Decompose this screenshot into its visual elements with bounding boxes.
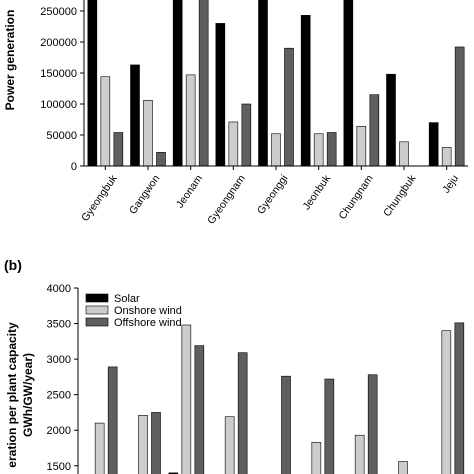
legend-label-solar: Solar (114, 293, 140, 305)
y-tick-label: 50000 (46, 130, 77, 142)
panel-b-chart: 1500 2000 2500 3000 3500 4000 eration per plan… (4, 257, 465, 474)
panel-label: (b) (4, 257, 22, 273)
bar-solar-gyeongnam (215, 23, 226, 167)
y-tick-label: 100000 (40, 99, 77, 111)
bar-offshore-jeonbuk (326, 132, 337, 167)
bar-solar-gangwon (130, 64, 140, 167)
legend-swatch-solar (85, 293, 109, 303)
y-axis-label: Power generation (3, 10, 17, 111)
bar-solar-chungnam (343, 0, 354, 167)
bar-offshore-gangwon (151, 412, 161, 474)
legend-label-offshore: Offshore wind (114, 317, 182, 329)
bar-solar-chungbuk (386, 73, 396, 167)
bar-onshore-gyeongnam (228, 121, 239, 167)
bar-offshore-gyeongbuk (107, 366, 118, 474)
bar-onshore-jeonam (185, 74, 196, 167)
bar-offshore-gyeonggi (281, 375, 291, 474)
y-axis-label: eration per plant capacity (5, 322, 19, 468)
bar-offshore-jeju (454, 46, 465, 167)
bar-onshore-jeonbuk (313, 133, 324, 167)
y-tick-label: 200000 (40, 37, 77, 49)
bar-offshore-gyeongnam (241, 103, 252, 167)
bar-solar-gyeonggi (258, 0, 268, 167)
bar-offshore-chungnam (367, 374, 378, 474)
bar-solar-jeonam (172, 0, 183, 167)
bar-offshore-jeonbuk (324, 378, 335, 474)
bar-onshore-chungbuk (398, 461, 408, 474)
bar-offshore-jeonam (198, 0, 209, 167)
bar-offshore-gangwon (156, 152, 166, 167)
bar-onshore-chungnam (356, 126, 367, 167)
bar-onshore-jeju (441, 330, 452, 474)
bar-offshore-chungnam (369, 94, 380, 167)
bar-onshore-gyeongbuk (94, 422, 105, 474)
legend-label-onshore: Onshore wind (114, 305, 182, 317)
bar-onshore-gyeonggi (271, 133, 281, 167)
x-category-label-chungbuk: Chungbuk (381, 172, 419, 219)
bar-onshore-gangwon (138, 414, 148, 474)
x-category-label-gyeonggi: Gyeonggi (255, 173, 291, 217)
y-tick-label: 2000 (47, 425, 71, 437)
y-tick-label: 250000 (40, 6, 77, 18)
bar-offshore-gyeongbuk (113, 132, 124, 167)
x-category-label-gyeongbuk: Gyeongbuk (79, 172, 120, 223)
x-category-label-chungnam: Chungnam (336, 173, 375, 222)
y-tick-label: 3500 (47, 319, 71, 331)
bar-onshore-chungnam (354, 434, 365, 474)
bar-solar-jeonbuk (300, 15, 311, 167)
bar-onshore-jeju (441, 147, 452, 167)
x-category-label-jeonam: Jeonam (174, 173, 205, 211)
y-tick-label: 2500 (47, 390, 71, 402)
bar-offshore-gyeonggi (284, 47, 294, 167)
y-tick-label: 4000 (47, 283, 71, 295)
x-category-label-gyeongnam: Gyeongnam (205, 173, 248, 227)
bar-onshore-jeonbuk (311, 442, 322, 474)
bar-onshore-jeonam (181, 324, 192, 474)
bar-offshore-jeju (454, 322, 465, 474)
bar-solar-jeonam (168, 472, 179, 474)
x-category-label-gangwon: Gangwon (127, 173, 163, 217)
bar-offshore-jeonam (194, 345, 205, 474)
legend-swatch-onshore (85, 305, 109, 315)
bar-solar-jeju (428, 122, 439, 167)
y-tick-label: 150000 (40, 68, 77, 80)
bar-onshore-gyeongbuk (100, 76, 111, 167)
y-axis-label-line2: GWh/GW/year) (21, 353, 35, 437)
y-tick-label: 0 (71, 161, 77, 173)
bar-onshore-chungbuk (399, 141, 409, 167)
bar-offshore-gyeongnam (237, 352, 248, 474)
bar-solar-gyeongbuk (87, 0, 98, 167)
y-tick-label: 3000 (47, 354, 71, 366)
x-category-label-jeonbuk: Jeonbuk (301, 172, 334, 212)
bar-onshore-gyeongnam (224, 416, 235, 474)
legend-swatch-offshore (85, 317, 109, 327)
x-category-label-jeju: Jeju (440, 173, 461, 196)
bar-onshore-gangwon (143, 99, 153, 167)
y-tick-label: 1500 (47, 461, 71, 473)
